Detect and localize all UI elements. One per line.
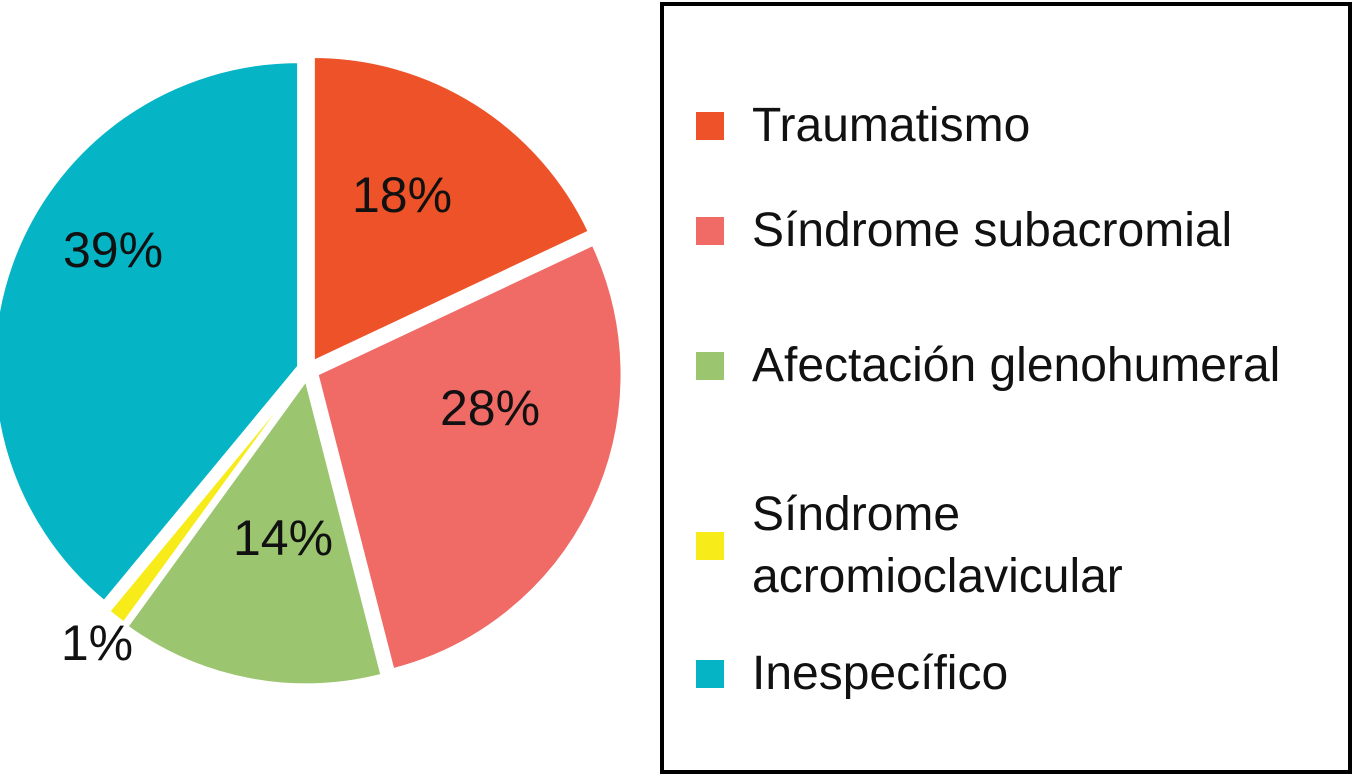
legend: Traumatismo Síndrome subacromial Afectac…	[660, 2, 1352, 774]
legend-label-sindrome-acromioclavicular: Síndrome acromioclavicular	[752, 488, 1123, 603]
legend-label-afectacion-glenohumeral: Afectación glenohumeral	[752, 339, 1281, 392]
legend-swatch-sindrome-subacromial	[696, 217, 724, 245]
legend-label-sindrome-subacromial: Síndrome subacromial	[752, 204, 1233, 257]
pie-slice-0	[311, 55, 592, 364]
pie-chart: 18% 28% 14% 1% 39%	[0, 55, 624, 687]
pie-value-label-1: 28%	[440, 380, 540, 436]
legend-swatch-afectacion-glenohumeral	[696, 352, 724, 380]
pie-value-label-3: 1%	[61, 615, 133, 671]
legend-swatch-inespecifico	[696, 660, 724, 688]
legend-swatch-sindrome-acromioclavicular	[696, 532, 724, 560]
legend-label-inespecifico: Inespecífico	[752, 647, 1009, 700]
legend-label-traumatismo: Traumatismo	[752, 99, 1031, 152]
pie-slice-4	[0, 60, 301, 604]
legend-swatch-traumatismo	[696, 112, 724, 140]
pie-value-label-0: 18%	[352, 167, 452, 223]
pie-slice-2	[124, 376, 384, 687]
pie-value-labels: 18% 28% 14% 1% 39%	[61, 167, 540, 671]
pie-slice-3	[106, 375, 305, 626]
pie-value-label-2: 14%	[233, 510, 333, 566]
pie-value-label-4: 39%	[63, 222, 163, 278]
pie-slice-1	[315, 242, 624, 672]
pie-slices	[0, 55, 624, 687]
